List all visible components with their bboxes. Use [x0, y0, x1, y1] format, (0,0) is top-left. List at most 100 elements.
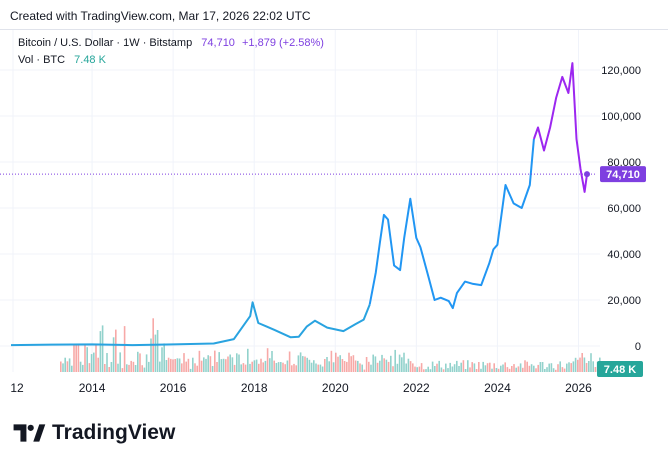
volume-bar — [231, 357, 234, 372]
volume-bar — [275, 363, 278, 372]
volume-bar — [368, 361, 370, 372]
x-axis: 12 2014 2016 2018 2020 2022 2024 2026 — [10, 381, 592, 395]
volume-bar — [165, 360, 168, 372]
volume-bar — [497, 368, 500, 372]
price-chart[interactable]: 020,00040,00060,00080,000100,000120,000 … — [0, 0, 668, 400]
volume-bar — [442, 369, 445, 372]
volume-bar — [416, 367, 418, 372]
volume-bar — [62, 363, 64, 372]
volume-bar — [390, 355, 392, 372]
volume-bar — [332, 362, 335, 372]
volume-bar — [398, 354, 401, 372]
volume-bar — [572, 361, 575, 372]
volume-bar — [229, 354, 231, 372]
volume-bar — [132, 361, 135, 372]
volume-bar — [539, 362, 542, 372]
volume-bar — [552, 368, 555, 372]
volume-bar — [123, 326, 126, 372]
volume-bar — [220, 359, 223, 372]
tradingview-logo[interactable]: TradingView — [12, 421, 175, 445]
legend-symbol-row: Bitcoin / U.S. Dollar · 1W · Bitstamp 74… — [18, 35, 324, 52]
volume-bar — [99, 331, 102, 372]
volume-bar — [396, 363, 399, 372]
volume-bar — [90, 354, 93, 372]
volume-bar — [82, 364, 84, 372]
volume-bar — [354, 360, 357, 372]
volume-bar — [271, 351, 273, 372]
volume-bar — [590, 353, 592, 372]
volume-bar — [436, 363, 438, 372]
legend-volume-value: 7.48 K — [74, 54, 106, 66]
volume-bar — [225, 359, 227, 372]
volume-bar — [73, 345, 75, 372]
volume-bar — [139, 353, 141, 372]
volume-bar — [240, 364, 242, 372]
volume-bar — [130, 360, 132, 372]
volume-bar — [196, 365, 198, 372]
volume-bar — [273, 360, 275, 372]
volume-bar — [420, 363, 423, 372]
chart-frame — [0, 29, 668, 400]
volume-bar — [528, 365, 531, 372]
x-axis-tick-label: 2016 — [160, 381, 187, 395]
volume-bar — [515, 367, 517, 372]
volume-bar — [489, 362, 491, 372]
price-line-recent — [532, 62, 588, 193]
price-line-layer — [0, 62, 597, 347]
volume-bar — [414, 366, 416, 372]
y-axis-tick-label: 100,000 — [601, 111, 641, 123]
volume-bar — [304, 356, 306, 372]
volume-bar — [467, 360, 469, 372]
x-axis-tick-label: 2020 — [322, 381, 349, 395]
volume-bar — [260, 358, 262, 372]
volume-bar — [209, 356, 212, 372]
volume-bar — [269, 358, 271, 372]
volume-bar — [150, 338, 152, 372]
volume-bar — [409, 361, 412, 372]
volume-bar — [431, 361, 434, 372]
volume-bar — [205, 358, 207, 372]
volume-bar — [176, 358, 179, 372]
volume-bar — [178, 358, 181, 372]
volume-bar — [128, 364, 130, 372]
tradingview-brand-text: TradingView — [52, 421, 176, 444]
volume-bar — [284, 364, 286, 372]
volume-bar — [286, 360, 289, 372]
volume-bar — [493, 363, 495, 372]
volume-bar — [189, 368, 192, 372]
volume-bar — [244, 364, 247, 372]
price-line-early — [10, 301, 371, 347]
volume-bar — [154, 334, 157, 372]
volume-bar — [236, 353, 238, 372]
volume-bar — [570, 363, 572, 372]
volume-bar — [293, 363, 295, 372]
price-line-mid — [368, 138, 535, 310]
volume-bar — [376, 362, 379, 372]
volume-bar — [365, 357, 368, 372]
volume-bar — [478, 362, 480, 372]
volume-bar — [148, 361, 150, 372]
volume-bar — [524, 360, 526, 372]
x-axis-tick-label: 2014 — [79, 381, 106, 395]
price-badge — [600, 166, 646, 183]
price-badges: 74,710 7.48 K — [597, 166, 646, 377]
volume-bar — [491, 368, 493, 372]
y-axis-tick-label: 0 — [635, 341, 641, 353]
volume-bar — [108, 367, 110, 372]
volume-bar — [121, 368, 124, 372]
volume-bar — [112, 337, 115, 372]
volume-bar — [343, 361, 346, 372]
volume-bar — [352, 355, 355, 372]
volume-bar — [262, 362, 264, 372]
volume-bar — [174, 359, 176, 372]
created-with-text: Created with TradingView.com, Mar 17, 20… — [10, 9, 311, 23]
volume-bar — [546, 367, 548, 372]
volume-bar — [544, 369, 546, 372]
volume-bar — [506, 367, 509, 372]
volume-bar — [64, 357, 66, 372]
volume-bar — [299, 352, 302, 372]
volume-bar — [579, 357, 581, 372]
volume-bar — [383, 358, 385, 372]
volume-bar — [486, 363, 489, 372]
volume-bar — [541, 362, 544, 372]
